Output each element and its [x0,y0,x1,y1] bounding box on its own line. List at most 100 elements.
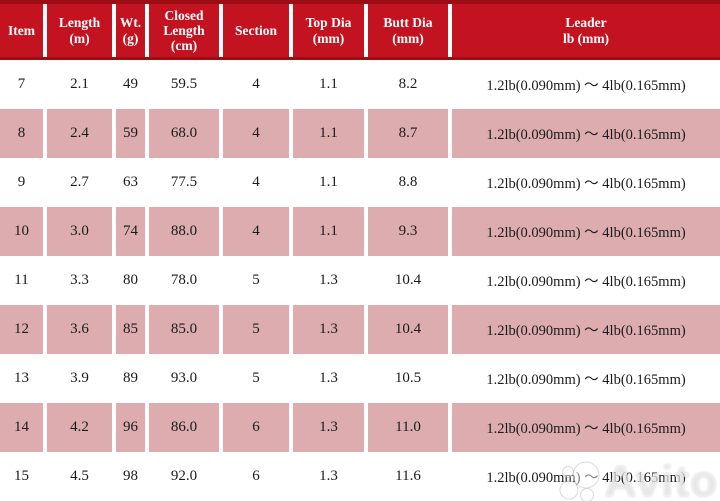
cell-leader: 1.2lb(0.090mm) ～ 4lb(0.165mm) [452,158,720,207]
header-cell-closed_length: Closed Length (cm) [149,4,219,57]
header-cell-wt_g: Wt. (g) [116,4,145,57]
cell-item: 9 [0,158,43,207]
cell-leader: 1.2lb(0.090mm) ～ 4lb(0.165mm) [452,60,720,109]
cell-length_m: 3.9 [47,354,112,403]
header-cell-top_dia: Top Dia (mm) [293,4,364,57]
cell-butt_dia: 10.4 [368,305,448,354]
cell-leader: 1.2lb(0.090mm) ～ 4lb(0.165mm) [452,354,720,403]
header-label-line: Length [58,15,101,31]
header-label-line: (mm) [312,30,345,46]
cell-length_m: 2.1 [47,60,112,109]
header-label-line: Item [8,22,35,38]
cell-butt_dia: 8.8 [368,158,448,207]
header-cell-length_m: Length (m) [47,4,112,57]
cell-item: 15 [0,452,43,501]
cell-butt_dia: 11.0 [368,403,448,452]
header-label-line: Section [235,22,277,38]
cell-closed_length: 92.0 [149,452,219,501]
table-row: 7 2.1 49 59.5 4 1.1 8.2 1.2lb(0.090mm) ～ 4lb(0.… [0,60,720,109]
cell-item: 7 [0,60,43,109]
header-cell-butt_dia: Butt Dia (mm) [368,4,448,57]
cell-section: 4 [223,158,289,207]
cell-closed_length: 77.5 [149,158,219,207]
cell-top_dia: 1.3 [293,403,364,452]
cell-butt_dia: 9.3 [368,207,448,256]
table-row: 11 3.3 80 78.0 5 1.3 10.4 1.2lb(0.090mm) ～ 4lb(… [0,256,720,305]
cell-length_m: 4.2 [47,403,112,452]
table-row: 9 2.7 63 77.5 4 1.1 8.8 1.2lb(0.090mm) ～ 4lb(0.… [0,158,720,207]
cell-section: 5 [223,256,289,305]
cell-wt_g: 63 [116,158,145,207]
header-label-line: (mm) [392,30,424,46]
header-label-line: Closed [164,7,204,23]
cell-top_dia: 1.1 [293,109,364,158]
cell-item: 13 [0,354,43,403]
header-label-line: lb (mm) [562,30,610,46]
cell-length_m: 3.0 [47,207,112,256]
cell-top_dia: 1.3 [293,354,364,403]
cell-top_dia: 1.1 [293,158,364,207]
cell-length_m: 3.6 [47,305,112,354]
cell-top_dia: 1.1 [293,60,364,109]
cell-length_m: 2.4 [47,109,112,158]
header-label-line: Top Dia [305,15,352,31]
header-label-line: Length [163,22,205,38]
cell-wt_g: 89 [116,354,145,403]
cell-item: 12 [0,305,43,354]
cell-leader: 1.2lb(0.090mm) ～ 4lb(0.165mm) [452,256,720,305]
cell-leader: 1.2lb(0.090mm) ～ 4lb(0.165mm) [452,305,720,354]
header-label-line: (cm) [170,38,198,54]
cell-leader: 1.2lb(0.090mm) ～ 4lb(0.165mm) [452,452,720,501]
cell-closed_length: 86.0 [149,403,219,452]
table-row: 15 4.5 98 92.0 6 1.3 11.6 1.2lb(0.090mm) ～ 4lb(… [0,452,720,501]
cell-wt_g: 49 [116,60,145,109]
cell-section: 6 [223,452,289,501]
header-cell-item: Item [0,4,43,57]
cell-wt_g: 80 [116,256,145,305]
cell-leader: 1.2lb(0.090mm) ～ 4lb(0.165mm) [452,109,720,158]
cell-butt_dia: 10.4 [368,256,448,305]
cell-section: 4 [223,109,289,158]
cell-item: 10 [0,207,43,256]
cell-item: 14 [0,403,43,452]
cell-closed_length: 88.0 [149,207,219,256]
header-label-line: (g) [122,30,139,46]
cell-closed_length: 85.0 [149,305,219,354]
cell-butt_dia: 10.5 [368,354,448,403]
cell-section: 5 [223,354,289,403]
table-row: 13 3.9 89 93.0 5 1.3 10.5 1.2lb(0.090mm) ～ 4lb(… [0,354,720,403]
table-body: 7 2.1 49 59.5 4 1.1 8.2 1.2lb(0.090mm) ～ 4lb(0.… [0,60,720,501]
cell-closed_length: 59.5 [149,60,219,109]
cell-section: 4 [223,207,289,256]
table-row: 14 4.2 96 86.0 6 1.3 11.0 1.2lb(0.090mm) ～ 4lb(… [0,403,720,452]
cell-top_dia: 1.3 [293,452,364,501]
cell-wt_g: 98 [116,452,145,501]
cell-item: 8 [0,109,43,158]
cell-section: 5 [223,305,289,354]
header-label-line: Leader [565,15,607,31]
header-label-line: (m) [69,30,90,46]
cell-leader: 1.2lb(0.090mm) ～ 4lb(0.165mm) [452,403,720,452]
cell-closed_length: 78.0 [149,256,219,305]
cell-closed_length: 68.0 [149,109,219,158]
cell-section: 4 [223,60,289,109]
cell-top_dia: 1.3 [293,256,364,305]
cell-length_m: 3.3 [47,256,112,305]
cell-wt_g: 85 [116,305,145,354]
cell-butt_dia: 8.2 [368,60,448,109]
header-label-line: Wt. [119,15,142,31]
cell-section: 6 [223,403,289,452]
cell-wt_g: 74 [116,207,145,256]
cell-item: 11 [0,256,43,305]
table-header-row: Item Length (m) Wt. (g) Closed Length (cm) Secti… [0,0,720,60]
header-cell-leader: Leader lb (mm) [452,4,720,57]
cell-closed_length: 93.0 [149,354,219,403]
table-row: 12 3.6 85 85.0 5 1.3 10.4 1.2lb(0.090mm) ～ 4lb(… [0,305,720,354]
table-row: 8 2.4 59 68.0 4 1.1 8.7 1.2lb(0.090mm) ～ 4lb(0.… [0,109,720,158]
cell-leader: 1.2lb(0.090mm) ～ 4lb(0.165mm) [452,207,720,256]
header-label-line: Butt Dia [383,15,433,31]
cell-length_m: 2.7 [47,158,112,207]
cell-top_dia: 1.1 [293,207,364,256]
cell-length_m: 4.5 [47,452,112,501]
